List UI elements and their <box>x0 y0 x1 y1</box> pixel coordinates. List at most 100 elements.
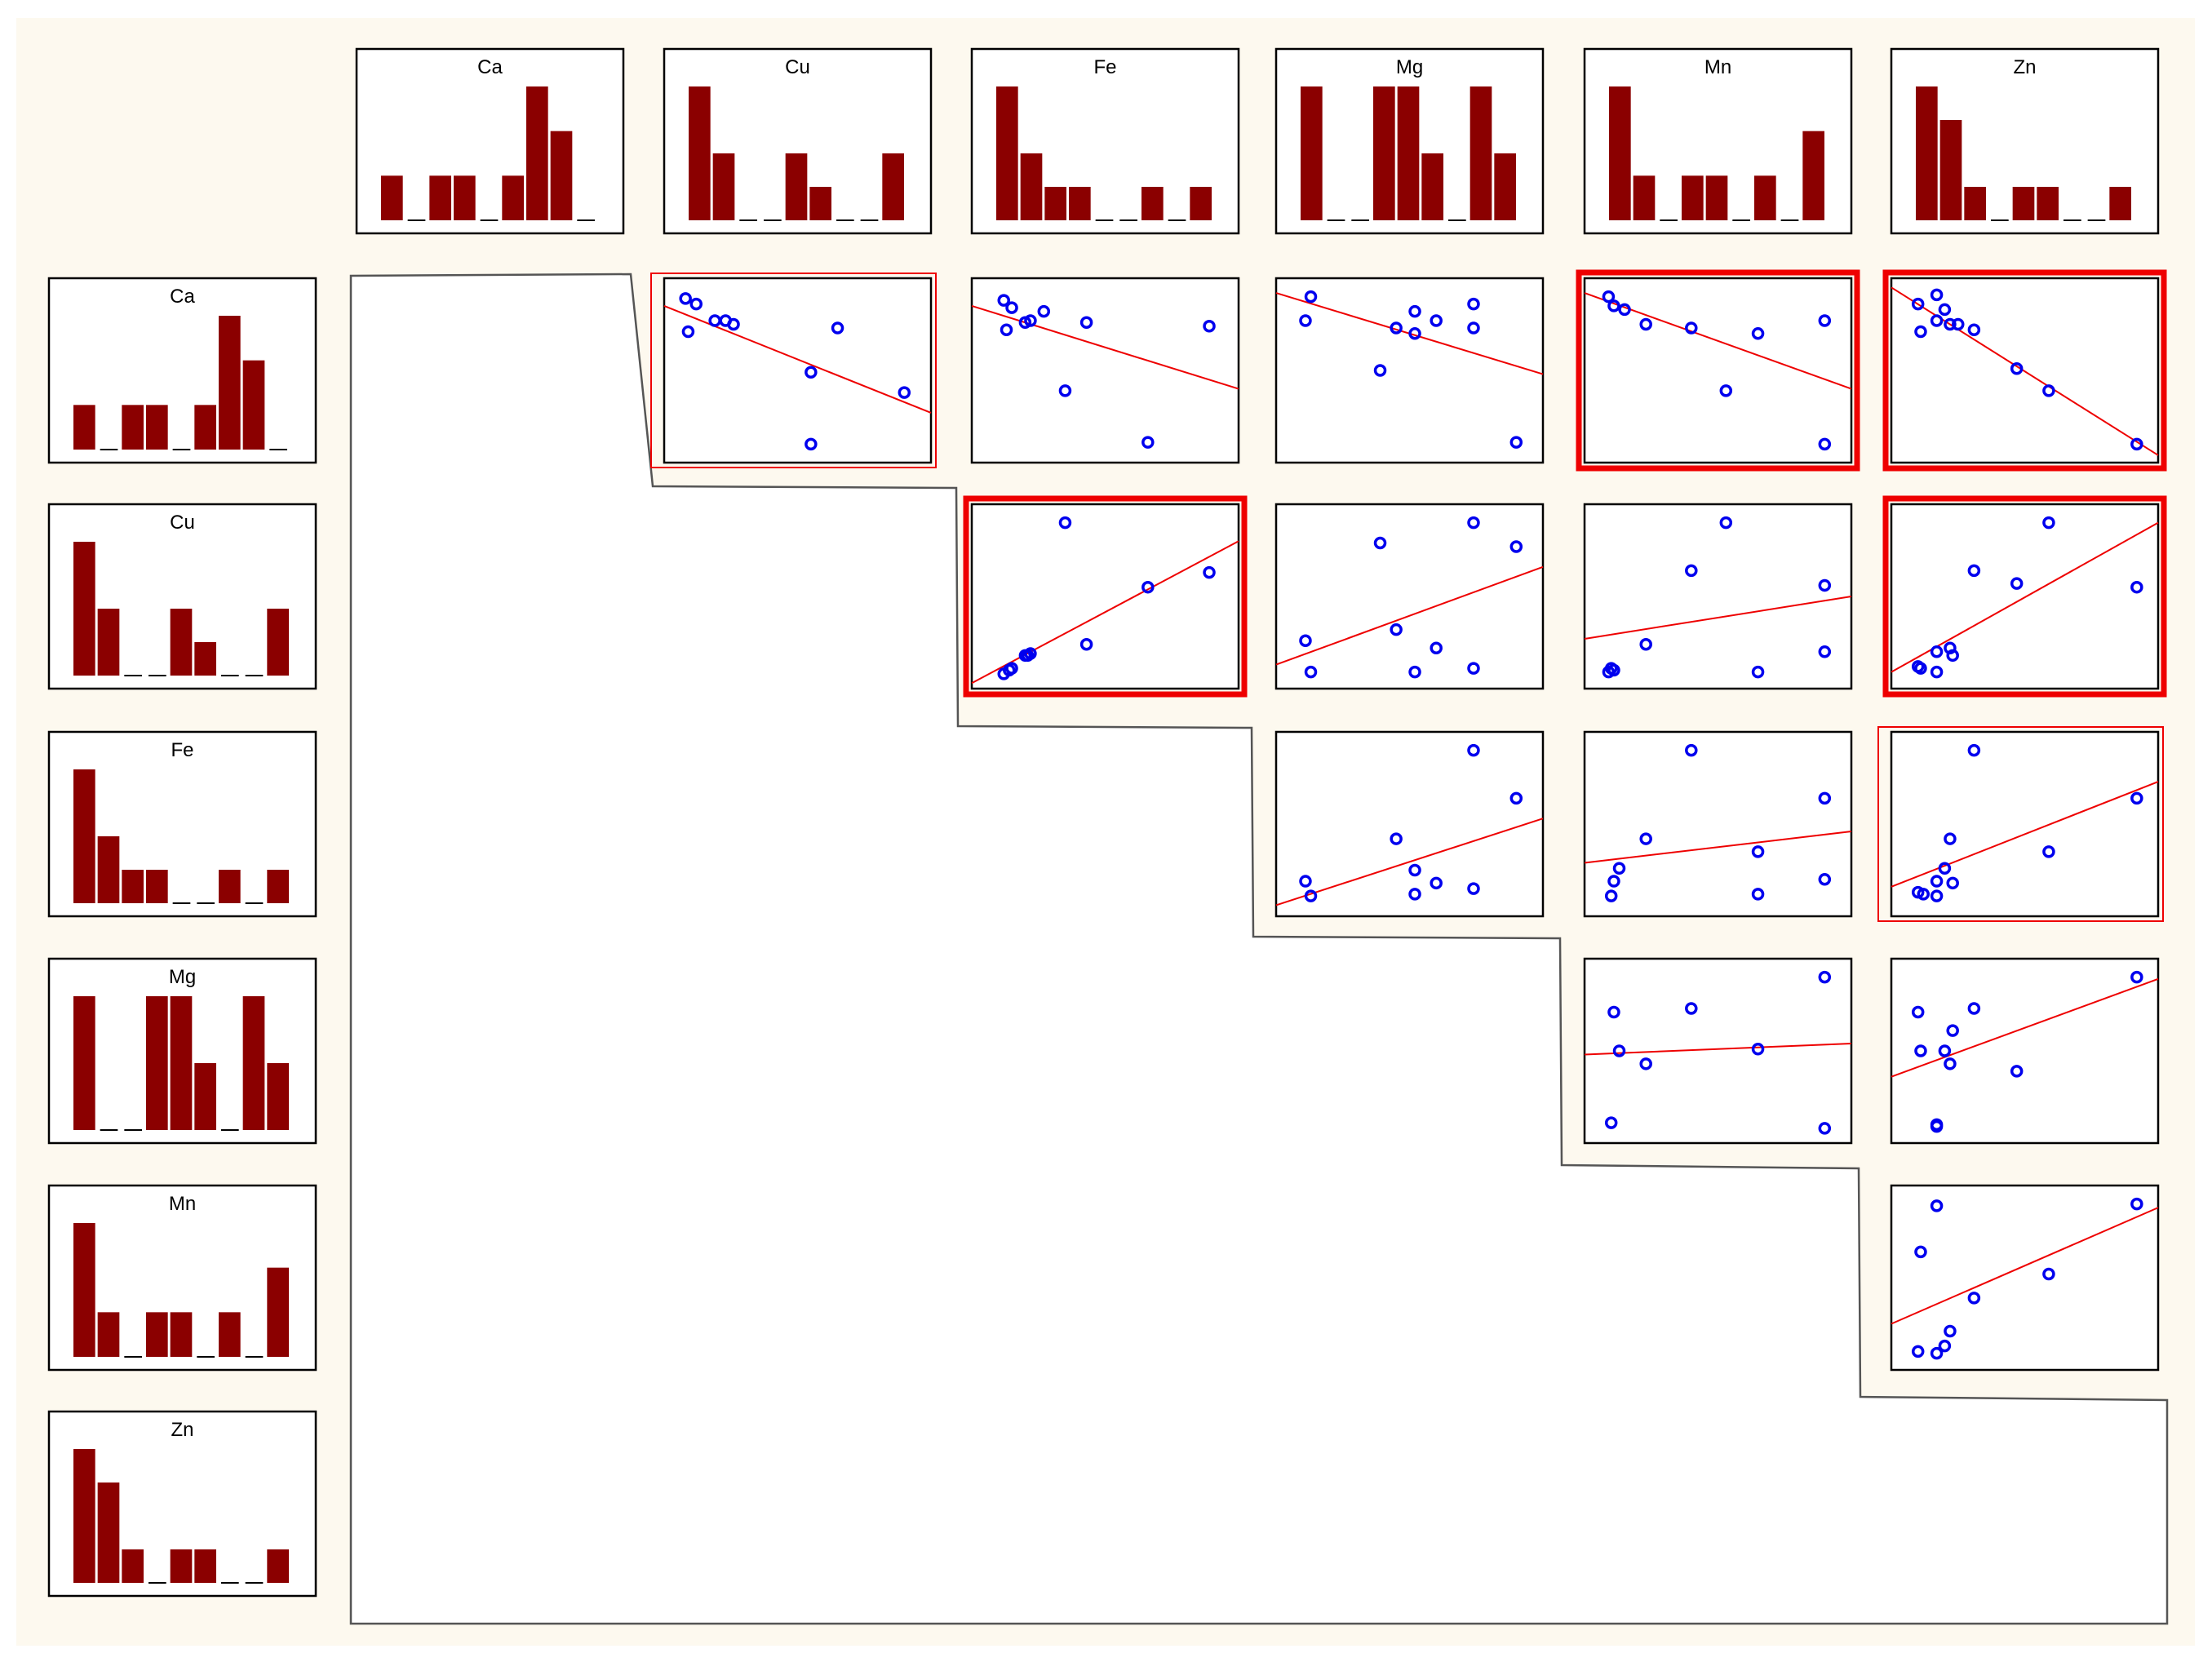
histogram-title: Fe <box>171 739 193 761</box>
data-point <box>1751 327 1765 340</box>
data-point <box>1938 862 1952 875</box>
data-point <box>1203 320 1216 333</box>
data-point <box>1952 317 1965 331</box>
histogram-bar <box>267 1549 289 1583</box>
data-point <box>1639 832 1652 845</box>
data-point <box>2042 1267 2055 1281</box>
data-point <box>1917 888 1930 901</box>
data-point <box>1930 875 1944 888</box>
data-point <box>1390 321 1403 335</box>
histogram-title: Zn <box>171 1419 193 1441</box>
scatter-cu-fe <box>963 495 1248 698</box>
data-point <box>1944 1057 1957 1070</box>
data-point <box>1930 1346 1944 1360</box>
data-point <box>1079 316 1093 329</box>
data-point <box>1930 1199 1944 1212</box>
data-point <box>1946 649 1959 663</box>
histogram-bar <box>1682 175 1704 220</box>
data-point <box>1719 516 1733 530</box>
data-point <box>1946 1024 1959 1037</box>
histogram-bar <box>242 996 265 1130</box>
data-point <box>1930 645 1944 658</box>
scatter-fe-mg <box>1274 730 1545 918</box>
data-point <box>1058 516 1072 530</box>
data-point <box>727 317 740 331</box>
data-point <box>1509 791 1523 805</box>
histogram-bar <box>146 870 168 903</box>
data-point <box>1304 665 1318 679</box>
histogram-bar <box>1421 153 1443 220</box>
left-histogram-mn: Mn <box>47 1184 317 1372</box>
data-point <box>2042 516 2055 530</box>
scatter-mn-zn <box>1890 1184 2160 1372</box>
data-point <box>1639 1057 1652 1070</box>
histogram-bar <box>1190 187 1212 220</box>
histogram-bar <box>146 405 168 450</box>
histogram-bar <box>1802 131 1824 220</box>
data-point <box>1818 645 1832 658</box>
highlight-strong <box>1882 495 2167 698</box>
top-histogram-ca: Ca <box>355 47 625 235</box>
data-point <box>1408 665 1421 679</box>
data-point <box>1612 1044 1626 1057</box>
histogram-bar <box>194 1063 216 1130</box>
data-point <box>1639 638 1652 651</box>
data-point <box>1079 638 1093 651</box>
data-point <box>1509 436 1523 449</box>
scatter-cu-mg <box>1274 503 1545 690</box>
scatter-ca-zn <box>1882 269 2167 472</box>
histogram-bar <box>809 187 831 220</box>
data-point <box>1938 1339 1952 1353</box>
data-point <box>1719 384 1733 397</box>
data-point <box>689 297 703 311</box>
data-point <box>1509 540 1523 553</box>
panel-frame <box>1890 730 2160 918</box>
scatter-cu-zn <box>1882 495 2167 698</box>
data-point <box>1467 297 1480 311</box>
histogram-bar <box>2109 187 2131 220</box>
histogram-bar <box>267 609 289 676</box>
panel-frame <box>1583 503 1853 690</box>
data-point <box>1944 1324 1957 1338</box>
data-point <box>1604 889 1618 902</box>
histogram-bar <box>267 1267 289 1357</box>
histogram-bar <box>122 405 144 450</box>
regression-line <box>971 304 1239 390</box>
histogram-bar <box>689 86 711 220</box>
left-histogram-cu: Cu <box>47 503 317 690</box>
data-point <box>1607 1005 1620 1019</box>
data-point <box>1911 297 1925 311</box>
histogram-bar <box>550 131 573 220</box>
data-point <box>2042 384 2055 397</box>
data-point <box>1373 364 1387 377</box>
data-point <box>1938 303 1952 317</box>
histogram-title: Fe <box>1093 56 1116 78</box>
histogram-title: Ca <box>170 286 195 308</box>
data-point <box>1612 862 1626 875</box>
data-point <box>1967 564 1981 578</box>
data-point <box>1818 437 1832 451</box>
histogram-bar <box>146 996 168 1130</box>
regression-line <box>663 304 932 414</box>
histogram-bar <box>73 405 95 450</box>
data-point <box>2130 1197 2143 1211</box>
data-point <box>2010 577 2024 590</box>
data-point <box>1408 327 1421 340</box>
histogram-bar <box>1397 86 1420 220</box>
histogram-title: Cu <box>785 56 810 78</box>
data-point <box>2010 361 2024 375</box>
data-point <box>1390 832 1403 845</box>
data-point <box>1930 314 1944 327</box>
histogram-bar <box>2037 187 2059 220</box>
data-point <box>1467 662 1480 675</box>
data-point <box>1607 299 1620 312</box>
histogram-bar <box>194 405 216 450</box>
data-point <box>1467 882 1480 895</box>
data-point <box>1930 1119 1944 1133</box>
histogram-bar <box>267 870 289 903</box>
histogram-bar <box>1141 187 1164 220</box>
data-point <box>1911 1005 1925 1019</box>
histogram-bar <box>219 316 241 450</box>
regression-line <box>1275 818 1544 906</box>
data-point <box>2130 791 2143 805</box>
